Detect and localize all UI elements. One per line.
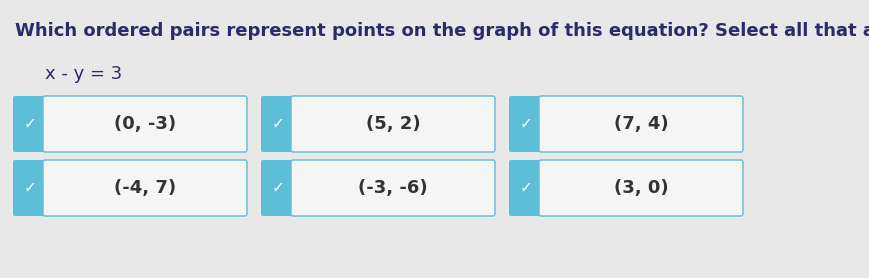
FancyBboxPatch shape [261, 160, 295, 216]
Text: (3, 0): (3, 0) [614, 179, 668, 197]
FancyBboxPatch shape [13, 96, 47, 152]
Text: (0, -3): (0, -3) [114, 115, 176, 133]
Text: Which ordered pairs represent points on the graph of this equation? Select all t: Which ordered pairs represent points on … [15, 22, 869, 40]
Text: (-3, -6): (-3, -6) [358, 179, 428, 197]
FancyBboxPatch shape [43, 96, 247, 152]
FancyBboxPatch shape [261, 96, 295, 152]
Text: (5, 2): (5, 2) [366, 115, 421, 133]
Text: (-4, 7): (-4, 7) [114, 179, 176, 197]
Text: x - y = 3: x - y = 3 [45, 65, 123, 83]
Text: ✓: ✓ [520, 116, 533, 131]
FancyBboxPatch shape [509, 96, 543, 152]
Text: ✓: ✓ [23, 116, 36, 131]
Text: ✓: ✓ [272, 116, 284, 131]
Text: (7, 4): (7, 4) [614, 115, 668, 133]
FancyBboxPatch shape [13, 160, 47, 216]
Text: ✓: ✓ [520, 180, 533, 195]
FancyBboxPatch shape [539, 96, 743, 152]
FancyBboxPatch shape [291, 96, 495, 152]
FancyBboxPatch shape [539, 160, 743, 216]
Text: ✓: ✓ [272, 180, 284, 195]
FancyBboxPatch shape [509, 160, 543, 216]
FancyBboxPatch shape [43, 160, 247, 216]
FancyBboxPatch shape [291, 160, 495, 216]
Text: ✓: ✓ [23, 180, 36, 195]
